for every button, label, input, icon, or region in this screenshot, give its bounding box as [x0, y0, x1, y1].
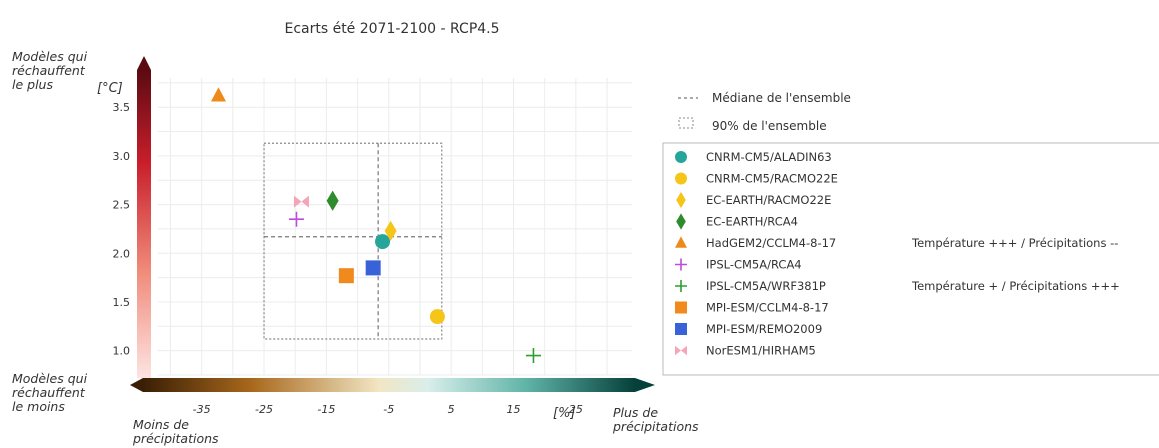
x-tick-label: -15	[317, 403, 335, 416]
data-points	[210, 87, 541, 364]
legend-label: MPI-ESM/CCLM4-8-17	[706, 301, 829, 315]
temperature-colorbar	[137, 56, 151, 378]
legend-90-symbol	[678, 117, 694, 129]
legend-label: CNRM-CM5/ALADIN63	[706, 150, 832, 164]
label-precip-low: Moins de précipitations	[132, 417, 219, 446]
plot-area	[158, 78, 632, 376]
point-cnrm-cm5-racmo22e	[429, 309, 445, 325]
legend-label: HadGEM2/CCLM4-8-17	[706, 236, 836, 250]
point-cnrm-cm5-aladin63	[375, 234, 391, 250]
label-temp-high: Modèles qui réchauffent le plus	[12, 49, 88, 92]
legend-label: MPI-ESM/REMO2009	[706, 322, 822, 336]
legend-label: EC-EARTH/RACMO22E	[706, 193, 831, 207]
chart-title: Ecarts été 2071-2100 - RCP4.5	[284, 21, 499, 37]
y-tick-label: 3.0	[113, 150, 131, 163]
legend-marker-ec-earth-rca4	[676, 213, 686, 230]
point-ec-earth-racmo22e	[384, 220, 397, 242]
x-tick-label: -35	[193, 403, 211, 416]
temperature-colorbar-body	[137, 70, 151, 378]
x-tick-labels: -35 -25 -15 -5 5 15 25	[193, 403, 583, 416]
x-tick-label: 25	[569, 403, 583, 416]
precipitation-colorbar-body	[143, 378, 635, 392]
y-tick-label: 1.0	[113, 345, 131, 358]
temperature-colorbar-arrow	[137, 56, 151, 70]
legend-marker-ipsl-cm5a-rca4	[675, 258, 687, 271]
legend-items: CNRM-CM5/ALADIN63 CNRM-CM5/RACMO22E EC-EAR…	[675, 150, 1120, 358]
y-tick-labels: 1.0 1.5 2.0 2.5 3.0 3.5	[113, 101, 131, 357]
point-ipsl-cm5a-wrf381p	[525, 348, 541, 364]
point-ipsl-cm5a-rca4	[288, 211, 304, 227]
x-tick-label: -5	[383, 403, 394, 416]
legend-marker-ec-earth-racmo22e	[676, 191, 686, 209]
x-tick-label: 5	[448, 403, 455, 416]
point-mpi-esm-remo2009	[365, 260, 381, 276]
legend-annotation: Température + / Précipitations +++	[911, 279, 1120, 293]
y-tick-label: 1.5	[113, 296, 131, 309]
precipitation-colorbar-arrow-left	[130, 378, 143, 392]
legend-marker-hadgem2-cclm4-8-17	[675, 236, 687, 248]
legend-box	[662, 142, 1159, 376]
y-tick-label: 3.5	[113, 101, 131, 114]
legend-marker-mpi-esm-cclm4-8-17	[675, 301, 687, 314]
point-noresm1-hirham5	[293, 195, 309, 208]
x-tick-label: 15	[507, 403, 521, 416]
range-90-box	[263, 142, 443, 340]
legend-label: CNRM-CM5/RACMO22E	[706, 172, 838, 186]
legend-90-label: 90% de l'ensemble	[712, 119, 827, 133]
legend-annotation: Température +++ / Précipitations --	[911, 236, 1118, 250]
legend-median-label: Médiane de l'ensemble	[712, 91, 851, 105]
legend-label: EC-EARTH/RCA4	[706, 215, 798, 229]
legend-marker-mpi-esm-remo2009	[675, 323, 687, 335]
legend-label: IPSL-CM5A/WRF381P	[706, 279, 826, 293]
legend-marker-noresm1-hirham5	[675, 345, 687, 356]
label-temp-low: Modèles qui réchauffent le moins	[12, 371, 88, 414]
precipitation-colorbar-arrow-right	[635, 378, 655, 392]
grid	[158, 78, 632, 376]
point-mpi-esm-cclm4-8-17	[338, 268, 354, 284]
legend-marker-cnrm-cm5-racmo22e	[675, 172, 687, 185]
y-tick-label: 2.5	[113, 199, 131, 212]
y-tick-label: 2.0	[113, 247, 131, 260]
x-tick-label: -25	[255, 403, 273, 416]
legend-marker-ipsl-cm5a-wrf381p	[675, 280, 687, 292]
point-ec-earth-rca4	[326, 190, 339, 211]
side-labels: Modèles qui réchauffent le plus Modèles qui…	[12, 49, 699, 446]
legend: Médiane de l'ensemble 90% de l'ensemble …	[662, 91, 1159, 376]
legend-label: IPSL-CM5A/RCA4	[706, 258, 802, 272]
point-hadgem2-cclm4-8-17	[210, 87, 226, 102]
legend-label: NorESM1/HIRHAM5	[706, 344, 816, 358]
label-precip-high: Plus de précipitations	[612, 405, 699, 434]
precipitation-colorbar	[130, 378, 655, 392]
y-axis-label: [°C]	[97, 81, 123, 96]
x-axis-label: [%]	[553, 406, 576, 421]
legend-marker-cnrm-cm5-aladin63	[675, 151, 687, 163]
